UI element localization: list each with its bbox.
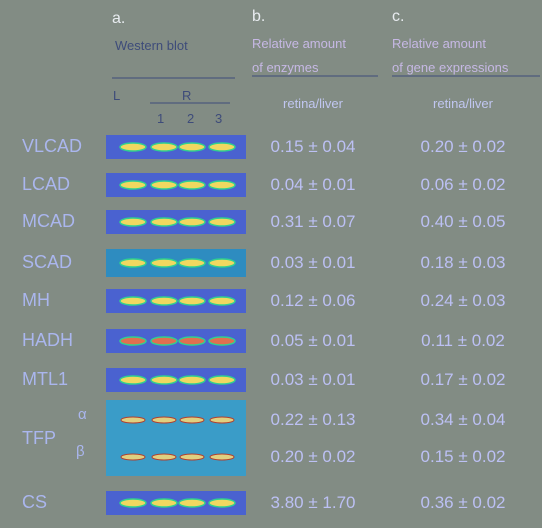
row-label: SCAD bbox=[22, 252, 72, 273]
value-c: 0.24 ± 0.03 bbox=[421, 291, 506, 311]
blot bbox=[209, 259, 235, 267]
panel-label: a. bbox=[112, 10, 125, 28]
blot bbox=[152, 417, 176, 423]
blot bbox=[120, 218, 146, 226]
blot bbox=[209, 337, 235, 345]
blot bbox=[151, 499, 177, 507]
blot bbox=[152, 454, 176, 460]
lane-number: 2 bbox=[187, 111, 194, 126]
value-c: 0.15 ± 0.02 bbox=[421, 447, 506, 467]
blot bbox=[179, 337, 205, 345]
row-label: MTL1 bbox=[22, 369, 68, 390]
value-b: 0.04 ± 0.01 bbox=[271, 175, 356, 195]
blot bbox=[151, 218, 177, 226]
value-b: 0.31 ± 0.07 bbox=[271, 212, 356, 232]
blot bbox=[151, 376, 177, 384]
blot bbox=[120, 499, 146, 507]
blot bbox=[179, 143, 205, 151]
value-b: 0.05 ± 0.01 bbox=[271, 331, 356, 351]
row-label: CS bbox=[22, 492, 47, 513]
row-label: VLCAD bbox=[22, 136, 82, 157]
blot bbox=[210, 454, 234, 460]
subrow-label: β bbox=[76, 443, 85, 460]
panel-label: b. bbox=[252, 8, 265, 26]
blot bbox=[151, 259, 177, 267]
blot bbox=[179, 259, 205, 267]
value-c: 0.17 ± 0.02 bbox=[421, 370, 506, 390]
value-b: 0.12 ± 0.06 bbox=[271, 291, 356, 311]
figure: a. Western blot L R 1 2 3 b. Relative amount of e… bbox=[0, 0, 542, 528]
blot bbox=[179, 499, 205, 507]
value-c: 0.20 ± 0.02 bbox=[421, 137, 506, 157]
lane-number: 1 bbox=[157, 111, 164, 126]
blot bbox=[209, 297, 235, 305]
header-title: Western blot bbox=[115, 38, 188, 53]
value-c: 0.11 ± 0.02 bbox=[421, 331, 505, 351]
subrow-label: α bbox=[78, 406, 87, 423]
lane-label: L bbox=[113, 88, 120, 103]
blot bbox=[121, 417, 145, 423]
blot bbox=[151, 337, 177, 345]
blot bbox=[209, 376, 235, 384]
header-title: Relative amount bbox=[252, 36, 346, 51]
value-b: 3.80 ± 1.70 bbox=[271, 493, 356, 513]
value-c: 0.06 ± 0.02 bbox=[421, 175, 506, 195]
blot bbox=[180, 454, 204, 460]
value-b: 0.22 ± 0.13 bbox=[271, 410, 356, 430]
blot bbox=[179, 218, 205, 226]
header-title: of enzymes bbox=[252, 60, 318, 75]
unit-label: retina/liver bbox=[433, 96, 493, 111]
unit-label: retina/liver bbox=[283, 96, 343, 111]
value-c: 0.34 ± 0.04 bbox=[421, 410, 506, 430]
header-title: of gene expressions bbox=[392, 60, 508, 75]
blot bbox=[179, 376, 205, 384]
blot bbox=[120, 259, 146, 267]
value-c: 0.40 ± 0.05 bbox=[421, 212, 506, 232]
value-c: 0.18 ± 0.03 bbox=[421, 253, 506, 273]
blot bbox=[151, 143, 177, 151]
blot bbox=[120, 376, 146, 384]
blot bbox=[179, 181, 205, 189]
blot bbox=[151, 181, 177, 189]
blot bbox=[210, 417, 234, 423]
blot bbox=[180, 417, 204, 423]
blot bbox=[106, 400, 246, 476]
blot bbox=[209, 218, 235, 226]
blot bbox=[151, 297, 177, 305]
blot bbox=[179, 297, 205, 305]
value-b: 0.03 ± 0.01 bbox=[271, 253, 356, 273]
row-label: TFP bbox=[22, 428, 56, 449]
blot bbox=[120, 143, 146, 151]
row-label: LCAD bbox=[22, 174, 70, 195]
value-c: 0.36 ± 0.02 bbox=[421, 493, 506, 513]
value-b: 0.03 ± 0.01 bbox=[271, 370, 356, 390]
blot bbox=[121, 454, 145, 460]
value-b: 0.20 ± 0.02 bbox=[271, 447, 356, 467]
blot bbox=[209, 143, 235, 151]
blot bbox=[209, 499, 235, 507]
row-label: MCAD bbox=[22, 211, 75, 232]
value-b: 0.15 ± 0.04 bbox=[271, 137, 356, 157]
header-title: Relative amount bbox=[392, 36, 486, 51]
row-label: MH bbox=[22, 290, 50, 311]
lane-number: 3 bbox=[215, 111, 222, 126]
blot bbox=[120, 297, 146, 305]
panel-label: c. bbox=[392, 8, 404, 26]
row-label: HADH bbox=[22, 330, 73, 351]
blot bbox=[209, 181, 235, 189]
lane-label: R bbox=[182, 88, 191, 103]
blot bbox=[120, 337, 146, 345]
blot bbox=[120, 181, 146, 189]
